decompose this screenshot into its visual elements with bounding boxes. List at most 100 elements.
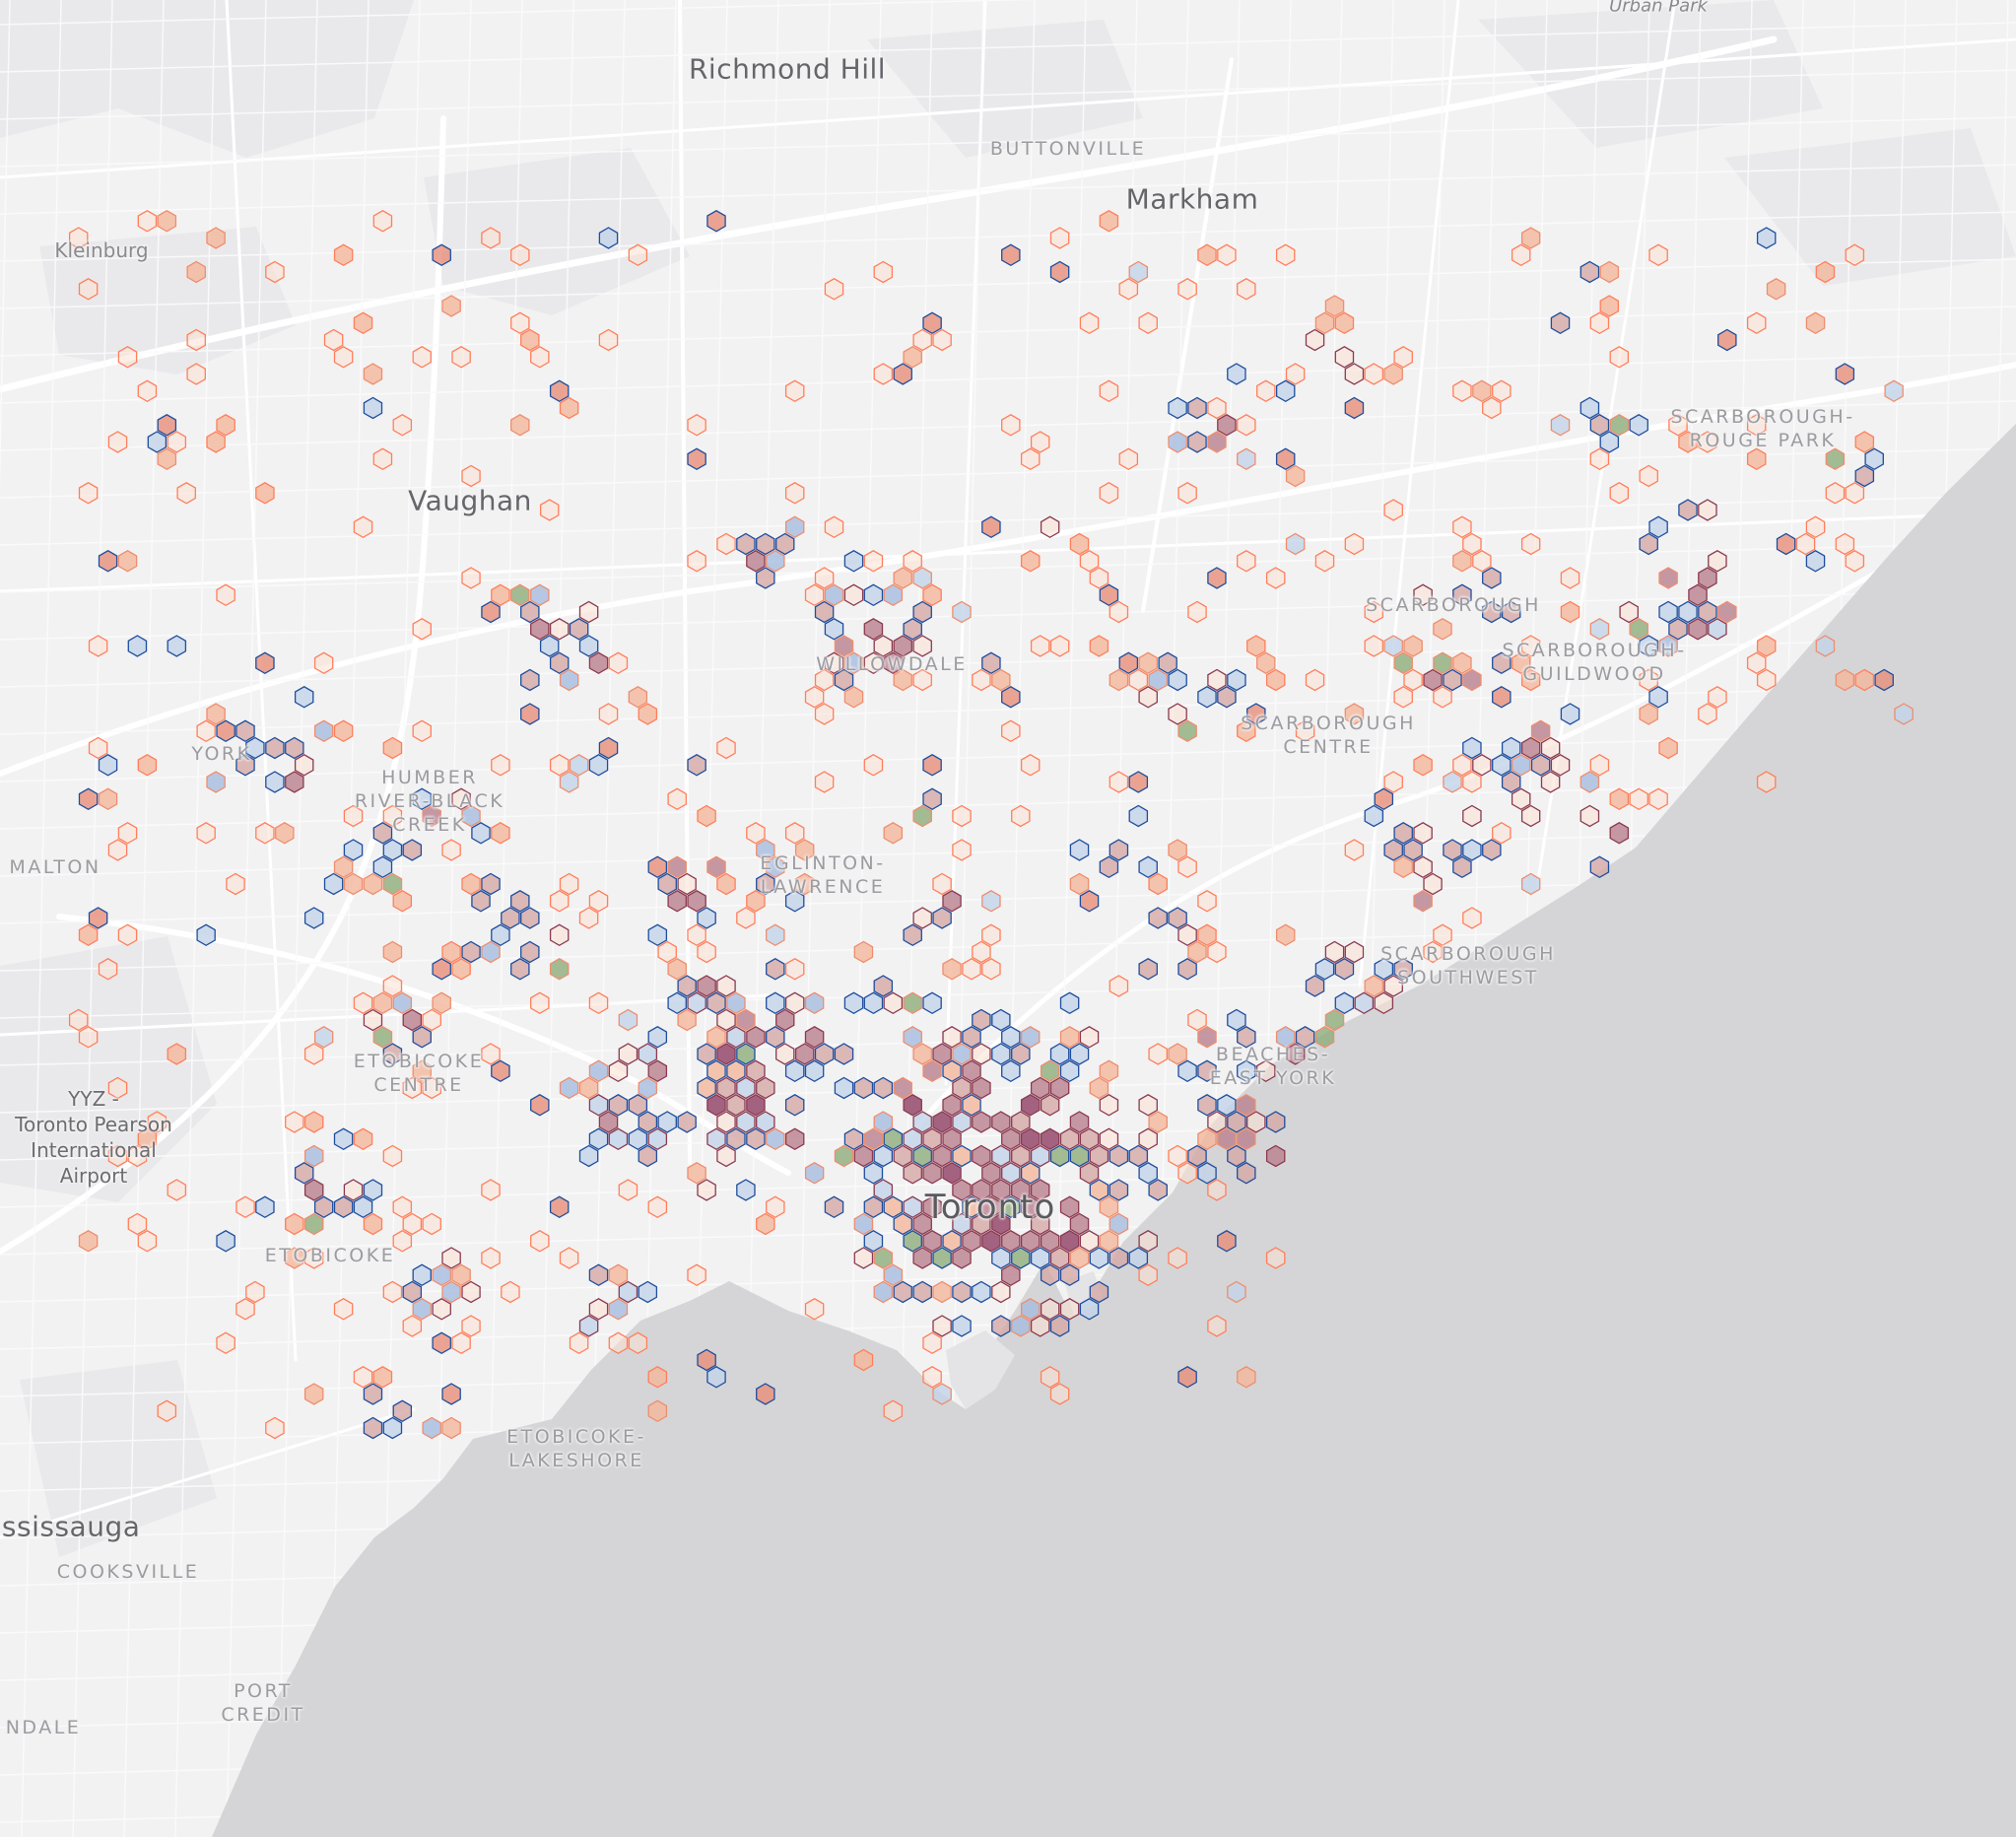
hex-bin [1020, 1230, 1041, 1253]
hex-bin [1001, 243, 1021, 267]
hex-bin [1118, 278, 1139, 301]
hex-bin [588, 651, 609, 675]
hex-bin [1040, 1366, 1060, 1389]
hex-bin [167, 1043, 187, 1065]
hex-bin [549, 618, 570, 641]
hex-bin [461, 567, 481, 589]
hex-bin [1059, 991, 1080, 1015]
hex-bin [1079, 1026, 1100, 1049]
hex-bin [167, 431, 187, 453]
hex-bin [706, 1366, 726, 1389]
hex-bin [88, 907, 108, 929]
hex-bin [1835, 532, 1855, 556]
hex-bin [353, 311, 373, 335]
hex-bin [1020, 1162, 1041, 1185]
hex-bin [618, 1043, 638, 1065]
hex-bin [1099, 1094, 1119, 1117]
hex-bin [441, 1383, 461, 1405]
hex-bin [1079, 550, 1100, 573]
hex-bin [559, 1076, 579, 1100]
hex-bin [726, 1026, 746, 1049]
hex-bin [1237, 1127, 1256, 1151]
hex-bin [922, 754, 942, 777]
hex-bin [638, 1280, 658, 1304]
hex-bin [1001, 414, 1021, 437]
hex-bin [657, 1111, 677, 1133]
hex-bin [942, 1026, 962, 1049]
hex-bin [333, 243, 354, 267]
hex-bin [1383, 839, 1403, 861]
hex-bin [313, 719, 334, 743]
hex-bin [863, 991, 884, 1015]
hex-bin [952, 1247, 972, 1269]
hex-bin [1295, 1026, 1315, 1049]
hex-bin [903, 346, 922, 369]
hex-bin [392, 991, 413, 1015]
hex-bin [510, 243, 530, 267]
hex-bin [706, 1127, 726, 1151]
hex-bin [78, 278, 99, 301]
hex-bin [1511, 243, 1531, 267]
hex-bin [1492, 754, 1512, 777]
hex-bin [824, 651, 844, 675]
hex-bin [303, 907, 324, 929]
hex-bin [1305, 668, 1325, 692]
hex-bin [530, 618, 550, 641]
hex-bin [697, 1076, 716, 1100]
hex-bin [313, 1195, 334, 1219]
hex-bin [1393, 958, 1413, 981]
hex-bin [1756, 635, 1777, 657]
hex-bin [1020, 447, 1041, 471]
hex-bin [1187, 1008, 1207, 1032]
hex-bin [363, 1179, 383, 1201]
hex-bin [952, 1315, 972, 1337]
hex-bin [932, 1247, 952, 1269]
hex-bin [1265, 1111, 1286, 1133]
hex-bin [1030, 1076, 1050, 1100]
hex-bin [1854, 464, 1875, 488]
hex-bin [903, 1230, 922, 1253]
hex-bin [451, 1331, 471, 1355]
hex-bin [804, 686, 825, 709]
hex-bin [843, 550, 864, 573]
hex-bin [804, 991, 825, 1015]
hex-bin [1374, 991, 1394, 1015]
hex-bin [392, 1195, 413, 1219]
hex-bin [922, 1162, 942, 1185]
hex-bin [1168, 1144, 1187, 1168]
hex-bin [903, 550, 922, 573]
hex-bin [598, 227, 619, 249]
hex-bin [1197, 923, 1217, 947]
hex-bin [1168, 907, 1187, 929]
hex-bin [117, 346, 138, 369]
hex-bin [1079, 890, 1100, 913]
hex-bin [422, 1212, 441, 1236]
hex-bin [1128, 804, 1149, 828]
hex-bin [520, 703, 540, 725]
hex-bin [1511, 651, 1531, 675]
hex-bin [186, 363, 206, 385]
hex-bin [1482, 396, 1502, 420]
hex-bin [667, 787, 687, 811]
hex-bin [932, 328, 952, 352]
hex-bin [107, 1144, 128, 1168]
hex-bin [1668, 414, 1688, 437]
hex-bin [1138, 686, 1158, 709]
hex-bin [1049, 1383, 1070, 1405]
hex-bin [1383, 635, 1403, 657]
hex-bin [363, 1008, 383, 1032]
hex-bin [1374, 787, 1394, 811]
hex-bin [1795, 532, 1816, 556]
hex-bin [1511, 754, 1531, 777]
hex-bin [1452, 515, 1472, 539]
hex-bin [756, 1076, 775, 1100]
hex-bin [794, 839, 815, 861]
hex-bin [756, 1383, 775, 1405]
hex-bin [1001, 1059, 1021, 1083]
hex-bin [972, 668, 991, 692]
hex-bin [157, 1399, 177, 1423]
hex-bin [608, 1331, 629, 1355]
hex-bin [569, 618, 589, 641]
hex-bin [972, 1008, 991, 1032]
